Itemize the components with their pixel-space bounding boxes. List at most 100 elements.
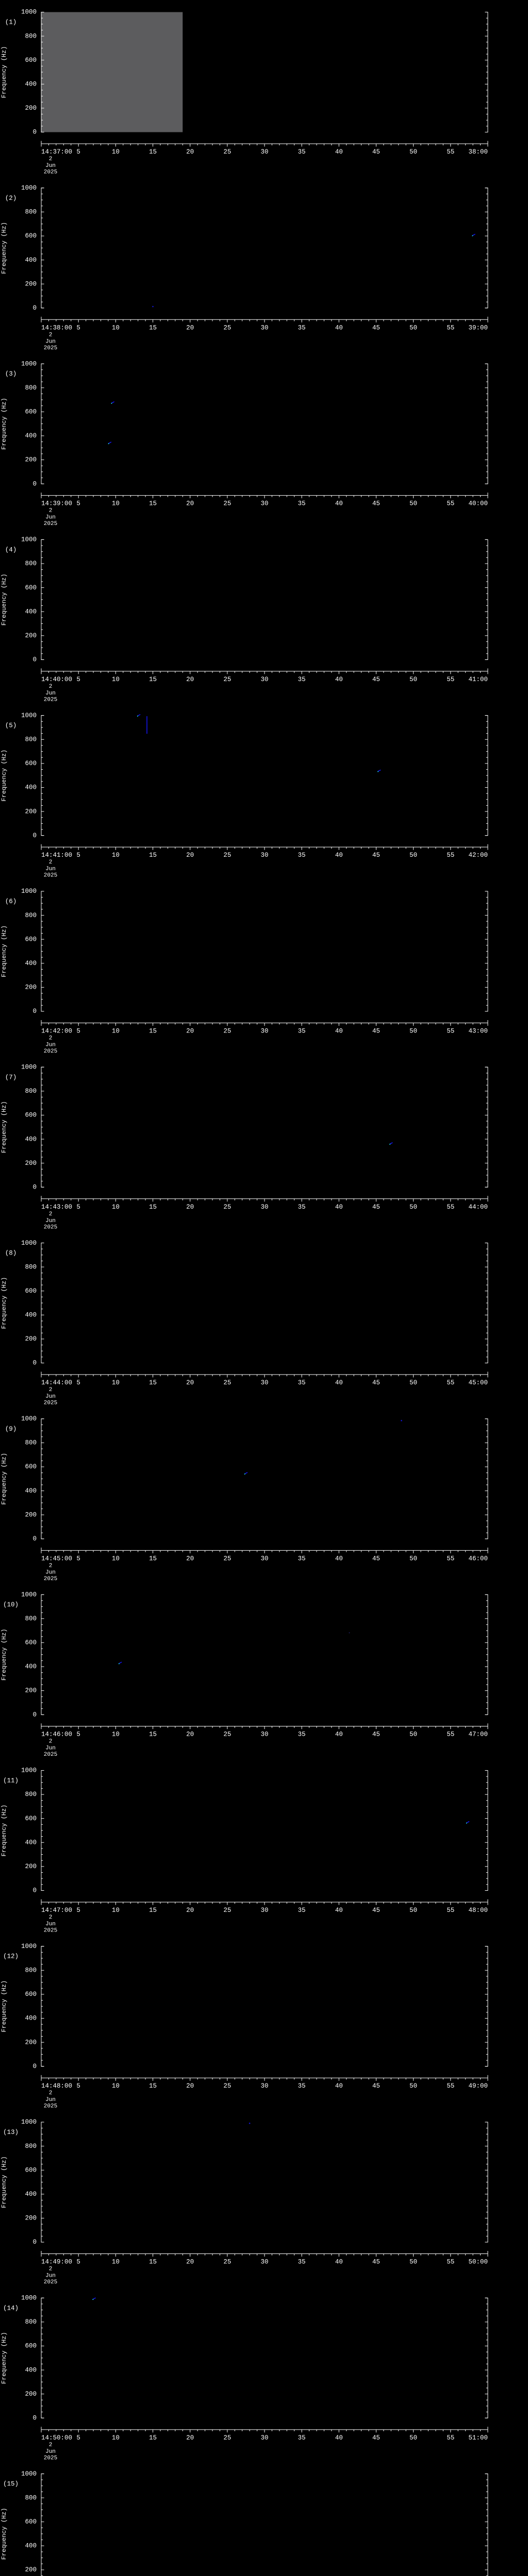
svg-text:200: 200 (25, 1335, 37, 1343)
svg-text:10: 10 (112, 148, 120, 156)
svg-text:800: 800 (25, 209, 37, 216)
svg-text:(4): (4) (5, 546, 17, 553)
svg-text:1000: 1000 (21, 1767, 37, 1774)
svg-text:30: 30 (260, 500, 268, 507)
svg-text:40: 40 (335, 676, 343, 683)
svg-text:43:00: 43:00 (468, 1027, 488, 1035)
svg-text:600: 600 (25, 760, 37, 767)
svg-text:Jun: Jun (45, 1394, 56, 1400)
svg-text:14:38:00: 14:38:00 (41, 324, 72, 331)
svg-text:14:46:00: 14:46:00 (41, 1731, 72, 1738)
svg-text:1000: 1000 (21, 1240, 37, 1247)
svg-text:2: 2 (49, 2442, 53, 2448)
svg-text:400: 400 (25, 81, 37, 88)
svg-text:400: 400 (25, 2543, 37, 2550)
svg-text:0: 0 (32, 1887, 37, 1894)
svg-text:2025: 2025 (44, 1576, 57, 1582)
svg-text:25: 25 (223, 1555, 231, 1562)
svg-text:55: 55 (447, 2434, 454, 2442)
svg-text:14:41:00: 14:41:00 (41, 852, 72, 859)
svg-text:2: 2 (49, 859, 53, 866)
svg-text:400: 400 (25, 1312, 37, 1319)
svg-text:30: 30 (260, 1027, 268, 1035)
svg-text:45: 45 (372, 1731, 380, 1738)
svg-text:Frequency (Hz): Frequency (Hz) (1, 2508, 8, 2560)
svg-text:40: 40 (335, 2434, 343, 2442)
svg-text:25: 25 (223, 1204, 231, 1211)
svg-text:49:00: 49:00 (468, 2082, 488, 2090)
svg-text:10: 10 (112, 2434, 120, 2442)
svg-text:35: 35 (298, 324, 306, 331)
svg-text:400: 400 (25, 608, 37, 615)
svg-text:45: 45 (372, 1204, 380, 1211)
svg-text:45: 45 (372, 1027, 380, 1035)
svg-text:200: 200 (25, 632, 37, 639)
svg-text:0: 0 (32, 2063, 37, 2070)
svg-text:Jun: Jun (45, 1921, 56, 1927)
svg-text:35: 35 (298, 1204, 306, 1211)
svg-text:50: 50 (409, 852, 417, 859)
svg-text:45: 45 (372, 2259, 380, 2266)
svg-text:1000: 1000 (21, 184, 37, 192)
svg-text:20: 20 (186, 2082, 194, 2090)
svg-text:10: 10 (112, 1731, 120, 1738)
svg-text:800: 800 (25, 384, 37, 392)
svg-text:400: 400 (25, 2191, 37, 2198)
svg-text:50: 50 (409, 500, 417, 507)
svg-text:10: 10 (112, 2082, 120, 2090)
svg-text:20: 20 (186, 676, 194, 683)
svg-text:Jun: Jun (45, 1745, 56, 1752)
svg-text:600: 600 (25, 1463, 37, 1470)
svg-text:800: 800 (25, 1791, 37, 1798)
svg-text:2025: 2025 (44, 345, 57, 351)
svg-text:(9): (9) (5, 1426, 17, 1433)
svg-text:600: 600 (25, 1639, 37, 1647)
svg-text:Frequency (Hz): Frequency (Hz) (1, 750, 8, 802)
svg-text:600: 600 (25, 232, 37, 240)
svg-text:800: 800 (25, 1439, 37, 1447)
svg-text:2: 2 (49, 156, 53, 162)
svg-text:10: 10 (112, 1204, 120, 1211)
svg-text:400: 400 (25, 1663, 37, 1670)
svg-text:Jun: Jun (45, 2449, 56, 2455)
svg-text:2025: 2025 (44, 1048, 57, 1055)
svg-text:2: 2 (49, 2090, 53, 2096)
svg-text:600: 600 (25, 1287, 37, 1295)
svg-text:14:39:00: 14:39:00 (41, 500, 72, 507)
svg-text:2025: 2025 (44, 1224, 57, 1230)
svg-text:Jun: Jun (45, 2097, 56, 2103)
svg-text:2025: 2025 (44, 2104, 57, 2110)
svg-text:0: 0 (32, 1711, 37, 1718)
svg-text:(8): (8) (5, 1250, 17, 1257)
svg-text:5: 5 (76, 500, 80, 507)
svg-text:1000: 1000 (21, 2295, 37, 2302)
svg-text:45:00: 45:00 (468, 1379, 488, 1386)
svg-text:45: 45 (372, 676, 380, 683)
svg-text:2025: 2025 (44, 1752, 57, 1758)
svg-text:(10): (10) (3, 1601, 19, 1608)
svg-text:40: 40 (335, 1027, 343, 1035)
svg-text:800: 800 (25, 912, 37, 919)
svg-text:15: 15 (149, 1907, 157, 1914)
svg-text:1000: 1000 (21, 712, 37, 719)
svg-text:20: 20 (186, 324, 194, 331)
svg-text:15: 15 (149, 500, 157, 507)
svg-text:1000: 1000 (21, 2119, 37, 2126)
svg-text:30: 30 (260, 148, 268, 156)
svg-text:10: 10 (112, 676, 120, 683)
svg-text:800: 800 (25, 1088, 37, 1095)
svg-text:Frequency (Hz): Frequency (Hz) (1, 1277, 8, 1329)
svg-text:Jun: Jun (45, 1218, 56, 1224)
svg-text:14:44:00: 14:44:00 (41, 1379, 72, 1386)
svg-text:40: 40 (335, 1731, 343, 1738)
svg-text:40: 40 (335, 1204, 343, 1211)
svg-text:45: 45 (372, 1555, 380, 1562)
svg-text:2: 2 (49, 2266, 53, 2273)
svg-text:40: 40 (335, 324, 343, 331)
svg-text:47:00: 47:00 (468, 1731, 488, 1738)
svg-text:0: 0 (32, 1535, 37, 1543)
svg-text:20: 20 (186, 1555, 194, 1562)
svg-text:5: 5 (76, 1204, 80, 1211)
svg-text:Jun: Jun (45, 515, 56, 521)
svg-text:(15): (15) (3, 2481, 19, 2488)
